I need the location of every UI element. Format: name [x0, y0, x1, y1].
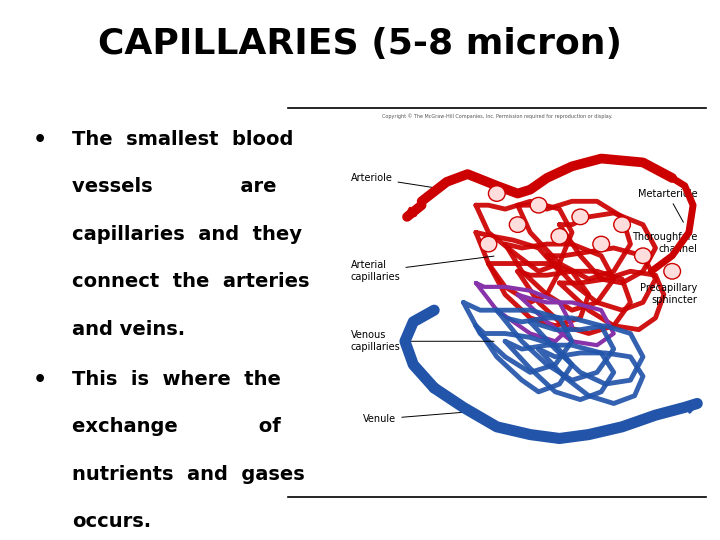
Text: exchange            of: exchange of: [72, 417, 281, 436]
Text: Copyright © The McGraw-Hill Companies, Inc. Permission required for reproduction: Copyright © The McGraw-Hill Companies, I…: [382, 114, 612, 119]
Text: Metarteriole: Metarteriole: [638, 188, 697, 222]
Text: and veins.: and veins.: [72, 320, 185, 339]
Text: Precapillary
sphincter: Precapillary sphincter: [640, 283, 697, 305]
Circle shape: [593, 237, 610, 252]
Circle shape: [509, 217, 526, 232]
Circle shape: [530, 198, 547, 213]
Text: Venule: Venule: [363, 411, 473, 424]
Circle shape: [634, 248, 652, 264]
Text: •: •: [32, 370, 47, 390]
Text: capillaries  and  they: capillaries and they: [72, 225, 302, 244]
Text: connect  the  arteries: connect the arteries: [72, 272, 310, 291]
Text: The  smallest  blood: The smallest blood: [72, 130, 293, 148]
Text: occurs.: occurs.: [72, 512, 151, 531]
Text: •: •: [32, 130, 47, 150]
Circle shape: [664, 264, 680, 279]
Circle shape: [488, 186, 505, 201]
Circle shape: [613, 217, 631, 232]
Circle shape: [480, 237, 497, 252]
Text: This  is  where  the: This is where the: [72, 370, 281, 389]
Text: Arterial
capillaries: Arterial capillaries: [351, 256, 494, 282]
Circle shape: [572, 209, 589, 225]
Text: Thoroughfare
channel: Thoroughfare channel: [632, 232, 697, 254]
Text: vessels             are: vessels are: [72, 177, 276, 196]
Circle shape: [551, 228, 568, 244]
Text: Arteriole: Arteriole: [351, 173, 444, 189]
Text: CAPILLARIES (5-8 micron): CAPILLARIES (5-8 micron): [98, 27, 622, 61]
Text: Venous
capillaries: Venous capillaries: [351, 330, 494, 352]
Text: nutrients  and  gases: nutrients and gases: [72, 465, 305, 484]
